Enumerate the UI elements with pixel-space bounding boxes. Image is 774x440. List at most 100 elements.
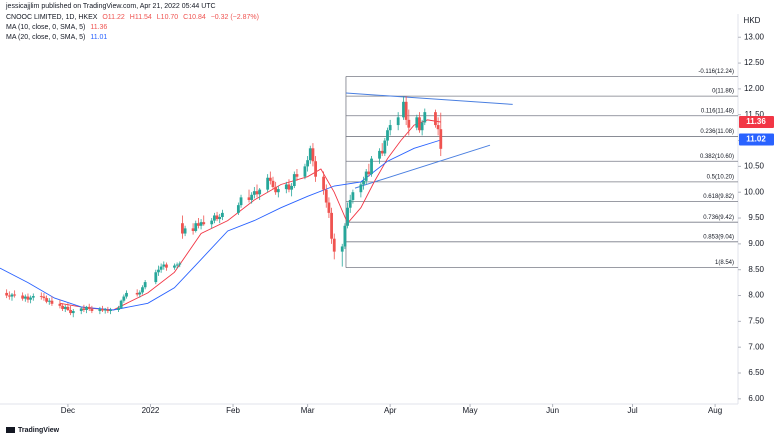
- candle-body: [247, 197, 251, 200]
- x-tick-label: Apr: [384, 406, 397, 415]
- candle-body: [332, 238, 336, 252]
- candle-body: [199, 222, 203, 226]
- candle-body: [388, 125, 392, 131]
- candle-body: [436, 125, 440, 130]
- publisher: jessicajjlim published on TradingView.co…: [6, 3, 216, 10]
- candle-body: [418, 117, 421, 131]
- candle-body: [378, 150, 381, 159]
- y-tick-label: 6.00: [748, 394, 764, 403]
- y-tick-label: 13.00: [744, 32, 765, 41]
- quote-line: CNOOC LIMITED, 1D, HKEX O11.22 H11.54 L1…: [6, 14, 262, 21]
- candle-body: [42, 296, 46, 299]
- candle-body: [346, 207, 349, 226]
- candle-body: [165, 264, 168, 268]
- y-tick-label: 9.50: [748, 213, 764, 222]
- candle-body: [359, 184, 363, 193]
- candle-body: [29, 297, 33, 300]
- candle-body: [79, 308, 83, 312]
- fib-label: 0.618(9.82): [703, 194, 734, 200]
- candle-body: [407, 119, 411, 128]
- candle-body: [308, 148, 312, 161]
- candle-body: [362, 180, 365, 185]
- candle-body: [5, 292, 9, 296]
- candle-body: [159, 266, 163, 270]
- fib-label: 0(11.86): [712, 89, 734, 95]
- candle-body: [271, 180, 275, 188]
- candle-body: [404, 101, 408, 120]
- candle-body: [154, 272, 158, 283]
- candle-body: [13, 294, 17, 296]
- ma20-last: 11.01: [90, 34, 108, 41]
- candle-body: [210, 220, 214, 225]
- candle-body: [119, 300, 123, 308]
- candle-body: [173, 265, 176, 268]
- y-tick-label: 10.50: [744, 161, 765, 170]
- quote-open: O11.22: [102, 14, 125, 21]
- candle-body: [402, 101, 405, 118]
- price-badge: [739, 133, 774, 146]
- footer-text: TradingView: [18, 427, 60, 434]
- candle-body: [306, 160, 310, 167]
- fib-label: 0.736(9.42): [703, 215, 734, 221]
- candle-body: [122, 296, 126, 301]
- moving-average: [0, 139, 441, 311]
- y-tick-label: 12.00: [744, 84, 765, 93]
- candle-body: [258, 189, 262, 195]
- fib-label: 0.116(11.48): [701, 108, 734, 114]
- candle-body: [295, 174, 299, 177]
- candle-body: [303, 166, 307, 177]
- candle-body: [82, 308, 86, 310]
- candle-body: [340, 246, 344, 252]
- candle-body: [103, 309, 107, 311]
- x-tick-label: Dec: [61, 406, 75, 415]
- candle-body: [157, 269, 160, 273]
- y-tick-label: 7.50: [748, 316, 764, 325]
- symbol: CNOOC LIMITED, 1D, HKEX: [6, 14, 98, 21]
- fib-label: 0.382(10.60): [700, 154, 734, 160]
- y-tick-label: 9.00: [748, 239, 764, 248]
- y-tick-label: 12.50: [744, 58, 765, 67]
- candle-body: [63, 306, 67, 309]
- candle-body: [175, 264, 179, 266]
- candle-body: [383, 140, 387, 154]
- candle-body: [284, 184, 288, 190]
- y-tick-label: 11.50: [745, 110, 765, 119]
- candle-body: [7, 295, 11, 297]
- candle-body: [47, 300, 51, 302]
- candle-body: [135, 292, 139, 295]
- x-tick-label: Jun: [546, 406, 559, 415]
- candle-body: [21, 295, 25, 299]
- candle-body: [420, 122, 424, 131]
- candle-body: [71, 311, 75, 314]
- candle-body: [386, 130, 389, 141]
- ma10-name: MA (10, close, 0, SMA, 5): [6, 24, 86, 31]
- ma10-legend: MA (10, close, 0, SMA, 5) 11.36: [6, 24, 110, 31]
- fib-label: 0.853(9.04): [703, 234, 734, 240]
- x-tick-label: Aug: [708, 406, 722, 415]
- candle-body: [266, 177, 270, 190]
- candle-body: [236, 205, 240, 213]
- candle-body: [143, 282, 147, 288]
- candle-body: [39, 296, 43, 297]
- candle-body: [109, 309, 112, 312]
- candle-body: [191, 228, 195, 231]
- x-tick-label: 2022: [142, 406, 160, 415]
- candle-body: [439, 129, 443, 149]
- candle-body: [423, 112, 427, 123]
- ma20-name: MA (20, close, 0, SMA, 5): [6, 34, 86, 41]
- candle-body: [58, 303, 62, 306]
- candle-body: [215, 215, 219, 220]
- candle-body: [322, 176, 325, 190]
- fib-label: 0.236(11.08): [700, 129, 734, 135]
- candle-body: [380, 150, 384, 154]
- candle-body: [314, 161, 318, 177]
- candle-body: [98, 308, 102, 312]
- quote-low: L10.70: [156, 14, 179, 21]
- candle-body: [367, 171, 371, 175]
- publisher-line: jessicajjlim published on TradingView.co…: [6, 3, 219, 10]
- quote-change: −0.32 (−2.87%): [210, 14, 259, 21]
- quote-high: H11.54: [129, 14, 152, 21]
- candle-body: [66, 306, 70, 310]
- ma10-last: 11.36: [90, 24, 108, 31]
- candle-body: [220, 212, 224, 218]
